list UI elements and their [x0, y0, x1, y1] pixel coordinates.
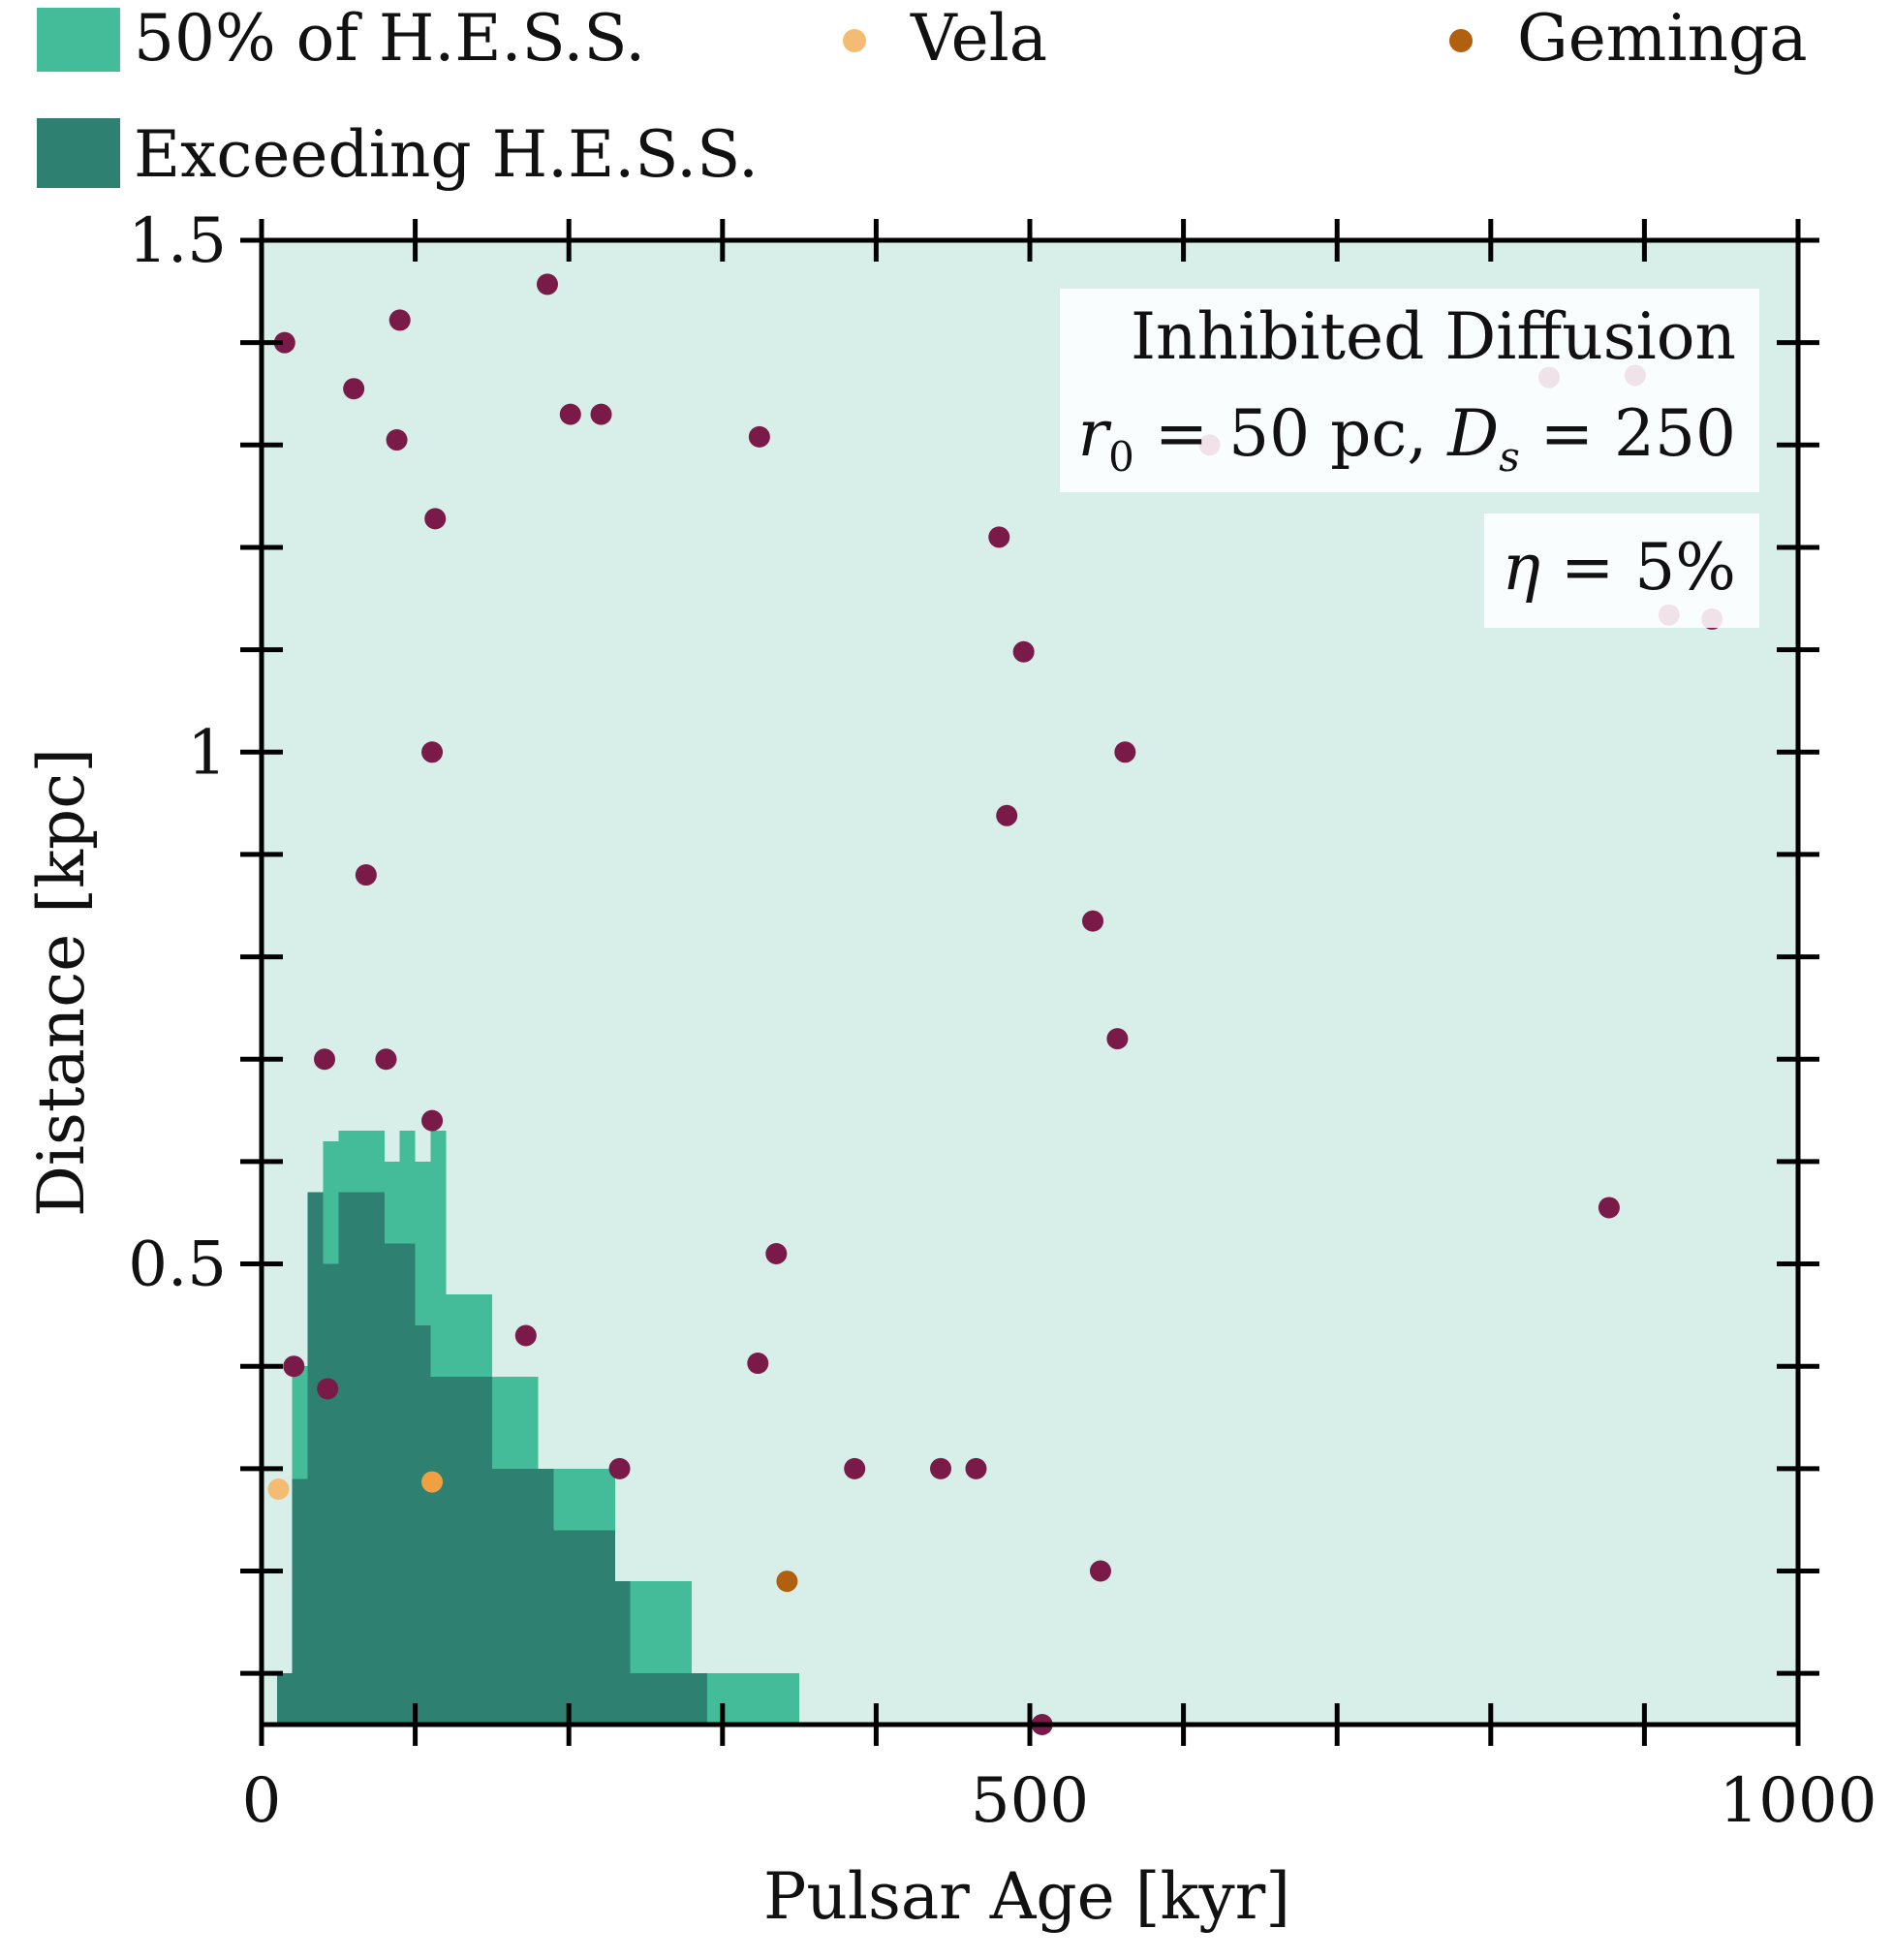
region-step [692, 1673, 800, 1725]
axes-layer: 0 500 1000 0.5 1 1.5 [128, 205, 1877, 1837]
regions-layer [276, 1131, 800, 1725]
legend-label-exceeding: Exceeding H.E.S.S. [134, 117, 759, 192]
region-step [553, 1530, 615, 1725]
vela-point [267, 1478, 290, 1500]
pulsars-point [421, 741, 444, 763]
pulsars-point [765, 1242, 788, 1264]
region-step [630, 1673, 707, 1725]
efficiency-annotation: η = 5% [1484, 513, 1759, 628]
pulsars-point [747, 1353, 769, 1375]
pulsars-point [559, 403, 581, 425]
pulsars-point [1012, 640, 1035, 663]
pulsars-point [314, 1048, 336, 1071]
pulsars-point [965, 1457, 987, 1479]
pulsars-point [1089, 1560, 1111, 1582]
legend-label-vela: Vela [910, 1, 1047, 76]
pulsars-point [355, 864, 377, 887]
pulsars-point [1114, 741, 1136, 763]
pulsars-point [930, 1457, 952, 1479]
pulsars-point [844, 1457, 866, 1479]
y-tick-label: 0.5 [128, 1229, 227, 1301]
x-axis-title: Pulsar Age [kyr] [763, 1859, 1290, 1934]
pulsars-point [317, 1378, 339, 1400]
geminga-point [776, 1571, 798, 1593]
y-tick-label: 1.5 [128, 205, 227, 277]
region-step [338, 1192, 385, 1725]
legend: 50% of H.E.S.S. Vela Geminga Exceeding H… [37, 1, 1808, 192]
pulsars-point [421, 1109, 444, 1132]
legend-patch-50-percent [37, 8, 120, 72]
legend-patch-exceeding [37, 118, 120, 188]
x-tick-label: 500 [971, 1765, 1089, 1837]
pulsars-point [988, 526, 1010, 548]
model-annotation: Inhibited Diffusion r0 = 50 pc, Ds = 250 [1060, 289, 1759, 492]
pulsars-point [388, 309, 411, 331]
pulsars-point [590, 403, 612, 425]
pulsars-point [608, 1457, 631, 1479]
pulsars-point [1598, 1197, 1620, 1219]
region-step [276, 1673, 293, 1725]
y-tick-label: 1 [187, 717, 227, 789]
eta-annotation: η = 5% [1502, 530, 1736, 605]
pulsars-point [536, 273, 558, 296]
pulsars-point [343, 378, 365, 400]
region-step [415, 1324, 431, 1725]
region-step [614, 1581, 631, 1725]
pulsars-point [283, 1355, 305, 1378]
annotation-line-1: Inhibited Diffusion [1131, 299, 1736, 374]
legend-marker-geminga [1449, 29, 1473, 52]
region-exceeding [276, 1192, 707, 1725]
pulsars-point [273, 331, 295, 354]
pulsars-point [375, 1048, 397, 1071]
y-axis-title: Distance [kpc] [24, 748, 99, 1217]
x-tick-label: 0 [242, 1765, 282, 1837]
x-tick-label: 1000 [1720, 1765, 1877, 1837]
region-step [292, 1478, 308, 1725]
region-step [323, 1263, 339, 1725]
pulsars-point [424, 508, 447, 530]
region-step [307, 1192, 324, 1725]
pulsars-point [996, 804, 1018, 826]
vela-point [421, 1471, 444, 1493]
annotation-line-2: r0 = 50 pc, Ds = 250 [1078, 396, 1736, 481]
pulsars-point [748, 425, 770, 448]
legend-label-50-percent: 50% of H.E.S.S. [134, 1, 645, 76]
pulsars-point [1106, 1028, 1129, 1050]
pulsars-point [386, 429, 408, 451]
pulsars-point [1082, 910, 1104, 932]
pulsars-point [514, 1324, 537, 1347]
legend-marker-vela [843, 29, 866, 52]
region-step [491, 1468, 554, 1725]
legend-label-geminga: Geminga [1517, 1, 1808, 76]
region-step [430, 1376, 492, 1725]
region-step [384, 1243, 416, 1725]
